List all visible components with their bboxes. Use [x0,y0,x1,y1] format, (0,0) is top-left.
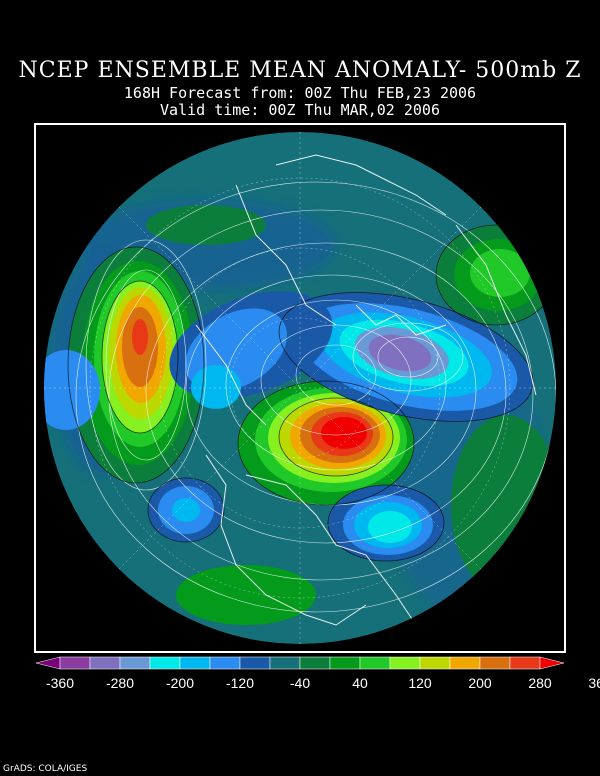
colorbar-swatch [149,656,181,670]
colorbar-tick-label: -200 [165,675,195,691]
anomaly-contours [67,224,556,562]
colorbar-tick-label: 120 [408,675,432,691]
negative-anomaly-south [148,478,444,561]
colorbar-swatch [479,656,511,670]
chart-title: NCEP ENSEMBLE MEAN ANOMALY- 500mb Z [18,58,582,83]
colorbar-tick-label: 280 [528,675,552,691]
grads-credit: GrADS: COLA/IGES [3,764,88,774]
colorbar-tick-label: -120 [225,675,255,691]
colorbar-swatch [269,656,301,670]
colorbar-swatch [359,656,391,670]
positive-anomaly-pacific-ridge [68,247,204,483]
colorbar-tick-label: -280 [105,675,135,691]
colorbar-swatch [299,656,331,670]
colorbar-tick-label: -360 [45,675,75,691]
negative-anomaly-siberian-low [279,292,533,422]
colorbar-tick-label: 360 [588,675,600,691]
polar-stereographic-map [44,132,556,644]
map-frame [34,123,566,653]
colorbar [35,656,565,670]
colorbar-swatch [239,656,271,670]
colorbar-swatch [509,656,541,670]
colorbar-swatch [389,656,421,670]
negative-anomaly-north-pacific [44,291,333,430]
colorbar-tick-label: -40 [289,675,311,691]
colorbar-swatch [59,656,91,670]
colorbar-tick-label: 40 [352,675,368,691]
valid-time-subtitle: Valid time: 00Z Thu MAR,02 2006 [160,101,440,119]
coastlines [195,154,537,626]
colorbar-swatch [179,656,211,670]
colorbar-arrow-high [539,656,565,670]
colorbar-swatch [89,656,121,670]
colorbar-swatch [419,656,451,670]
colorbar-swatch [449,656,481,670]
colorbar-swatch [119,656,151,670]
colorbar-swatch [209,656,241,670]
colorbar-tick-label: 200 [468,675,492,691]
forecast-subtitle: 168H Forecast from: 00Z Thu FEB,23 2006 [123,84,477,102]
colorbar-arrow-low [35,656,61,670]
colorbar-swatch [329,656,361,670]
lat-lon-grid [44,132,556,644]
